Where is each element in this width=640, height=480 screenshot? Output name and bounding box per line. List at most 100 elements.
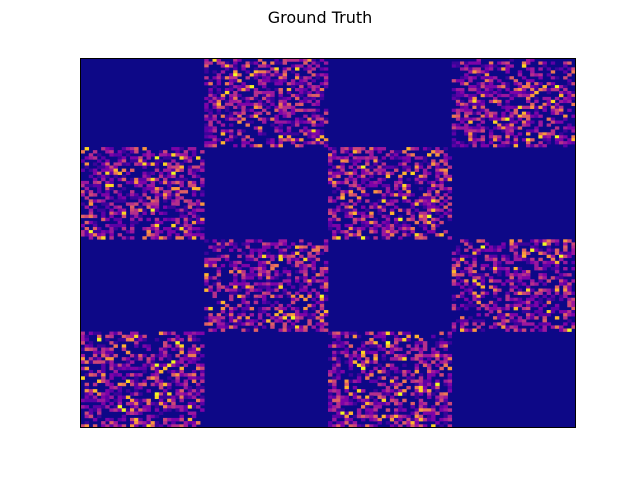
heatmap-cell	[212, 316, 217, 320]
heatmap-cell	[509, 245, 514, 249]
heatmap-cell	[398, 369, 403, 374]
heatmap-cell	[427, 376, 432, 380]
heatmap-cell	[175, 190, 180, 194]
heatmap-cell	[340, 165, 345, 169]
heatmap-cell	[521, 93, 527, 98]
heatmap-cell	[80, 183, 85, 188]
heatmap-cell	[385, 227, 391, 231]
heatmap-cell	[497, 297, 502, 302]
heatmap-cell	[427, 202, 432, 206]
heatmap-cell	[542, 239, 547, 243]
heatmap-cell	[266, 270, 271, 274]
heatmap-cell	[435, 199, 440, 203]
heatmap-cell	[501, 117, 506, 121]
heatmap-cell	[224, 288, 230, 292]
heatmap-cell	[233, 79, 238, 83]
heatmap-cell	[356, 389, 362, 393]
heatmap-cell	[460, 108, 465, 112]
heatmap-cell	[175, 217, 180, 222]
heatmap-cell	[422, 199, 428, 203]
heatmap-cell	[497, 123, 502, 127]
heatmap-cell	[262, 245, 267, 249]
heatmap-cell	[546, 251, 552, 255]
heatmap-cell	[365, 162, 370, 166]
heatmap-cell	[373, 159, 378, 163]
heatmap-cell	[377, 150, 382, 154]
heatmap-cell	[113, 363, 118, 368]
heatmap-cell	[282, 96, 288, 101]
heatmap-cell	[158, 180, 164, 185]
heatmap-cell	[435, 162, 440, 166]
heatmap-cell	[113, 369, 118, 374]
heatmap-cell	[266, 273, 271, 277]
heatmap-cell	[472, 248, 477, 252]
heatmap-cell	[455, 123, 461, 127]
heatmap-cell	[406, 350, 411, 355]
heatmap-cell	[476, 248, 481, 252]
heatmap-cell	[158, 220, 164, 225]
heatmap-cell	[262, 76, 267, 80]
heatmap-cell	[361, 424, 366, 428]
heatmap-cell	[92, 417, 98, 422]
heatmap-cell	[451, 123, 457, 127]
heatmap-cell	[299, 117, 304, 121]
heatmap-cell	[497, 61, 502, 65]
heatmap-cell	[241, 328, 246, 332]
heatmap-cell	[460, 291, 465, 295]
heatmap-cell	[356, 150, 362, 154]
heatmap-cell	[266, 279, 271, 283]
heatmap-cell	[497, 102, 502, 107]
heatmap-cell	[84, 196, 90, 200]
heatmap-cell	[204, 251, 209, 255]
heatmap-cell	[394, 357, 399, 361]
heatmap-cell	[563, 61, 568, 65]
heatmap-cell	[303, 120, 308, 124]
heatmap-cell	[216, 313, 222, 317]
heatmap-cell	[435, 223, 440, 228]
heatmap-cell	[443, 187, 448, 191]
heatmap-cell	[249, 288, 255, 292]
heatmap-cell	[315, 99, 321, 104]
heatmap-cell	[402, 337, 407, 342]
heatmap-cell	[427, 408, 432, 412]
heatmap-cell	[270, 322, 275, 326]
heatmap-cell	[229, 242, 234, 246]
heatmap-cell	[311, 108, 316, 112]
heatmap-cell	[332, 385, 337, 390]
heatmap-cell	[286, 111, 292, 115]
heatmap-cell	[183, 363, 189, 368]
heatmap-cell	[480, 99, 486, 104]
heatmap-cell	[365, 177, 370, 182]
heatmap-cell	[92, 353, 98, 358]
heatmap-cell	[311, 263, 316, 268]
heatmap-cell	[509, 276, 514, 280]
heatmap-cell	[361, 147, 366, 151]
heatmap-cell	[406, 376, 411, 380]
heatmap-cell	[468, 96, 473, 101]
heatmap-cell	[447, 214, 453, 219]
heatmap-cell	[439, 177, 444, 182]
heatmap-cell	[130, 398, 135, 403]
heatmap-cell	[538, 73, 543, 77]
heatmap-cell	[513, 328, 519, 332]
heatmap-cell	[472, 291, 477, 295]
heatmap-cell	[97, 331, 102, 336]
heatmap-cell	[389, 389, 395, 393]
heatmap-cell	[130, 220, 135, 225]
heatmap-cell	[138, 199, 143, 203]
heatmap-cell	[385, 350, 391, 355]
heatmap-cell	[513, 300, 519, 305]
heatmap-cell	[183, 223, 189, 228]
heatmap-cell	[488, 276, 494, 280]
heatmap-cell	[233, 273, 238, 277]
heatmap-cell	[266, 64, 271, 68]
heatmap-cell	[447, 211, 453, 216]
heatmap-cell	[224, 90, 230, 95]
heatmap-cell	[117, 193, 123, 197]
heatmap-cell	[373, 171, 378, 176]
heatmap-cell	[513, 248, 519, 252]
heatmap-cell	[567, 285, 572, 289]
heatmap-cell	[299, 288, 304, 292]
heatmap-cell	[332, 382, 337, 387]
heatmap-cell	[282, 73, 288, 77]
